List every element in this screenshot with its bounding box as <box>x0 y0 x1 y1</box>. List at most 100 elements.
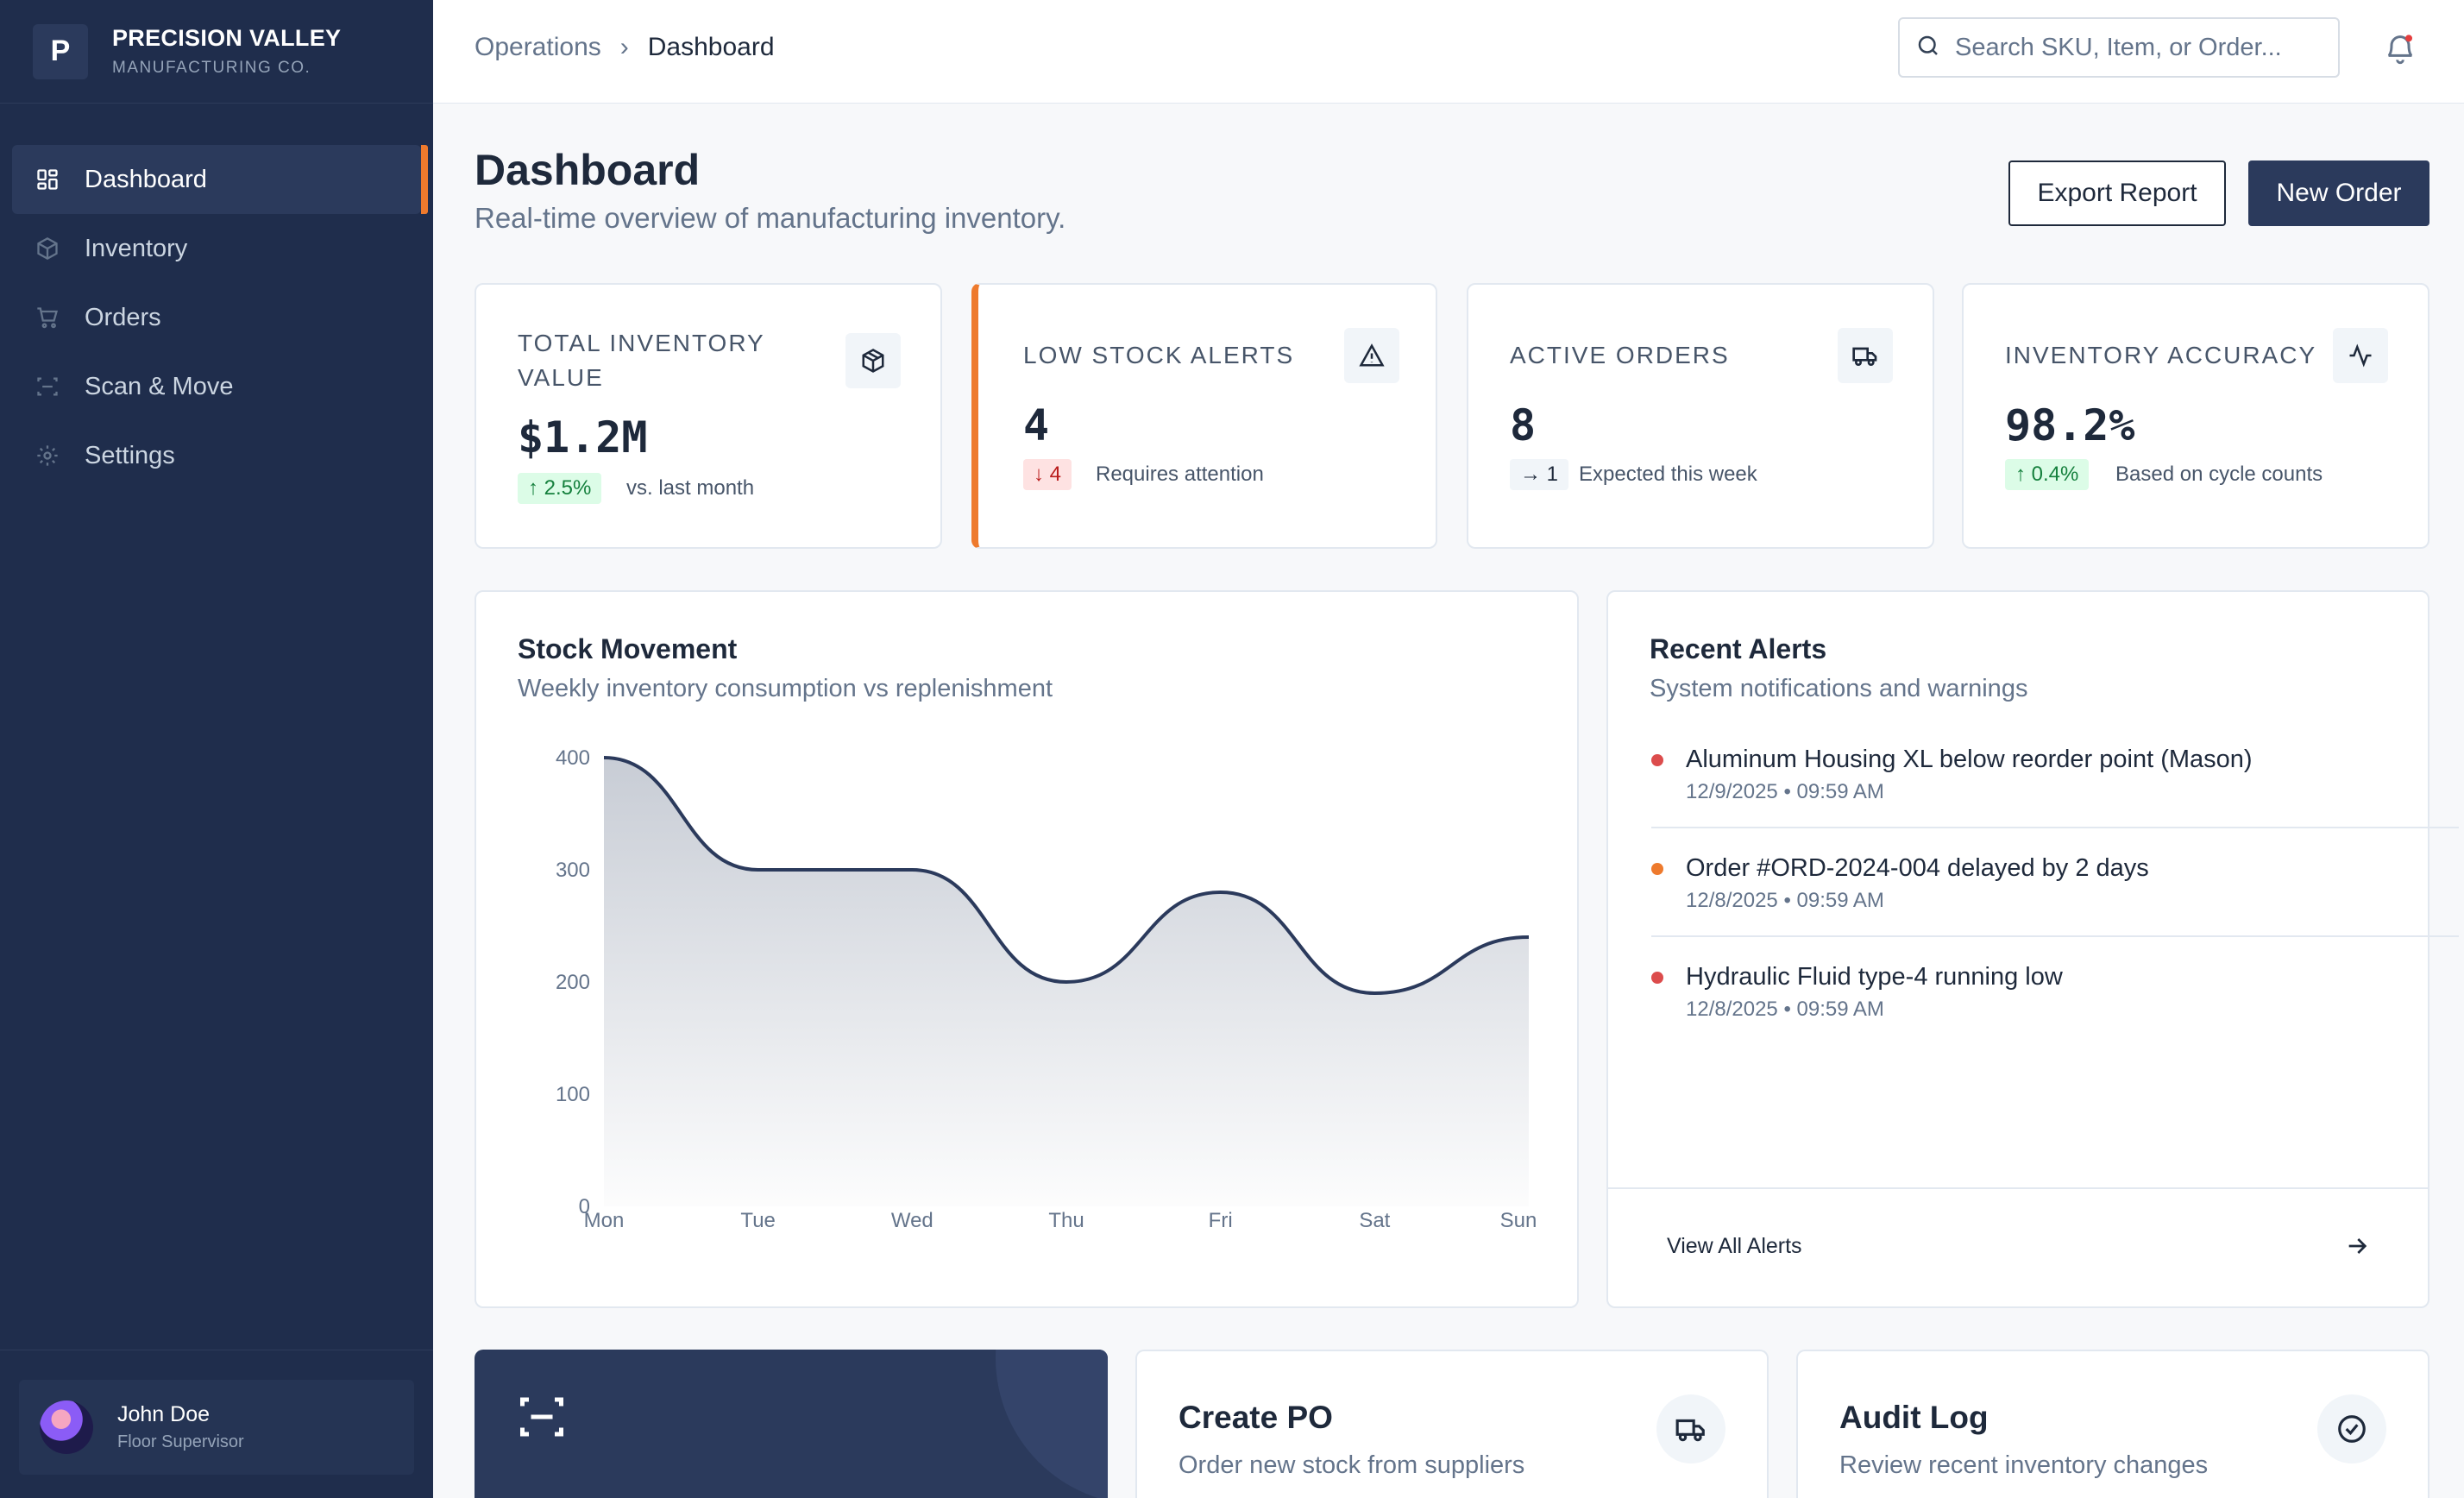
stock-movement-card: Stock Movement Weekly inventory consumpt… <box>475 590 1579 1308</box>
top-header: Operations › Dashboard <box>433 0 2464 104</box>
user-section: John Doe Floor Supervisor <box>0 1350 433 1498</box>
y-tick-label: 0 <box>579 1195 590 1218</box>
truck-icon <box>1656 1394 1725 1463</box>
alerts-subtitle: System notifications and warnings <box>1650 675 2028 702</box>
search-input[interactable] <box>1955 33 2317 62</box>
sidebar-item-label: Orders <box>85 303 161 331</box>
sidebar-item-label: Scan & Move <box>85 372 234 400</box>
stat-label: TOTAL INVENTORY VALUE <box>518 330 765 391</box>
scan-quick-action[interactable] <box>475 1350 1108 1498</box>
x-tick-label: Fri <box>1209 1209 1233 1232</box>
gear-icon <box>35 443 60 469</box>
alerts-title: Recent Alerts <box>1650 633 1827 664</box>
stat-value: 4 <box>1023 400 1050 450</box>
divider <box>1651 935 2459 937</box>
cart-icon <box>35 305 60 330</box>
page-subtitle: Real-time overview of manufacturing inve… <box>475 202 1066 234</box>
alert-time: 12/8/2025 • 09:59 AM <box>1686 998 1884 1021</box>
divider <box>1608 1187 2428 1189</box>
stat-value: $1.2M <box>518 412 648 463</box>
alert-title: Aluminum Housing XL below reorder point … <box>1686 746 2253 773</box>
y-tick-label: 300 <box>556 859 590 882</box>
recent-alerts-card: Recent Alerts System notifications and w… <box>1606 590 2459 1308</box>
create-po-title: Create PO <box>1179 1400 1333 1435</box>
brand-subtitle: MANUFACTURING CO. <box>112 59 311 77</box>
alert-title: Hydraulic Fluid type-4 running low <box>1686 963 2063 991</box>
stat-note: Expected this week <box>1579 463 1757 486</box>
brand: P PRECISION VALLEY MANUFACTURING CO. <box>0 0 433 104</box>
stat-value: 98.2% <box>2005 400 2135 450</box>
sidebar-item-inventory[interactable]: Inventory <box>12 214 421 283</box>
breadcrumb-current: Dashboard <box>647 33 775 61</box>
avatar <box>40 1400 93 1454</box>
alert-time: 12/8/2025 • 09:59 AM <box>1686 889 1884 912</box>
sidebar: P PRECISION VALLEY MANUFACTURING CO. Das… <box>0 0 433 1498</box>
arrow-right-icon <box>2343 1232 2371 1264</box>
x-tick-label: Sun <box>1500 1209 1537 1232</box>
decorative-circle <box>996 1350 1108 1498</box>
alert-dot <box>1651 754 1663 766</box>
y-tick-label: 100 <box>556 1083 590 1106</box>
search-icon <box>1915 33 1941 63</box>
x-tick-label: Mon <box>584 1209 625 1232</box>
stat-card-low-stock[interactable]: LOW STOCK ALERTS 4 ↓ 4 Requires attentio… <box>971 283 1437 549</box>
alert-dot <box>1651 972 1663 984</box>
new-order-button[interactable]: New Order <box>2248 160 2429 226</box>
view-all-label: View All Alerts <box>1667 1234 1802 1258</box>
stat-value: 8 <box>1510 400 1537 450</box>
box-icon <box>35 236 60 261</box>
truck-icon <box>1838 328 1893 383</box>
bell-icon[interactable] <box>2383 31 2417 66</box>
sidebar-item-label: Inventory <box>85 234 188 262</box>
view-all-alerts-link[interactable]: View All Alerts <box>1608 1189 2428 1306</box>
sidebar-nav: Dashboard Inventory Orders Scan & Move S… <box>0 104 433 490</box>
brand-name: PRECISION VALLEY <box>112 25 342 51</box>
stat-label: LOW STOCK ALERTS <box>1023 342 1295 368</box>
stat-label: INVENTORY ACCURACY <box>2005 342 2317 368</box>
sidebar-item-label: Dashboard <box>85 165 207 193</box>
stat-delta: ↑ 0.4% <box>2005 459 2090 490</box>
warning-icon <box>1344 328 1399 383</box>
y-tick-label: 400 <box>556 746 590 770</box>
sidebar-item-dashboard[interactable]: Dashboard <box>12 145 428 214</box>
export-report-button[interactable]: Export Report <box>2008 160 2226 226</box>
scan-icon <box>35 374 60 400</box>
audit-log-title: Audit Log <box>1839 1400 1989 1435</box>
alert-title: Order #ORD-2024-004 delayed by 2 days <box>1686 854 2149 882</box>
stat-card-inventory-accuracy[interactable]: INVENTORY ACCURACY 98.2% ↑ 0.4% Based on… <box>1962 283 2429 549</box>
create-po-card[interactable]: Create PO Order new stock from suppliers <box>1135 1350 1769 1498</box>
user-card[interactable]: John Doe Floor Supervisor <box>19 1380 414 1475</box>
sidebar-item-orders[interactable]: Orders <box>12 283 421 352</box>
divider <box>1651 827 2459 828</box>
stat-card-total-inventory[interactable]: TOTAL INVENTORY VALUE $1.2M ↑ 2.5% vs. l… <box>475 283 942 549</box>
x-tick-label: Thu <box>1048 1209 1084 1232</box>
user-name: John Doe <box>117 1402 211 1426</box>
stat-label: ACTIVE ORDERS <box>1510 342 1730 368</box>
stat-card-active-orders[interactable]: ACTIVE ORDERS 8 → 1 Expected this week <box>1467 283 1934 549</box>
x-tick-label: Tue <box>740 1209 775 1232</box>
stat-note: vs. last month <box>626 476 755 500</box>
chevron-right-icon: › <box>619 33 629 61</box>
sidebar-item-label: Settings <box>85 441 175 469</box>
stock-movement-chart: 0 100 200 300 400 Mon Tue Wed Thu Fri Sat Sun <box>556 746 1537 1232</box>
stat-delta: ↓ 4 <box>1023 459 1072 490</box>
package-icon <box>845 333 901 388</box>
y-tick-label: 200 <box>556 971 590 994</box>
audit-log-subtitle: Review recent inventory changes <box>1839 1451 2209 1479</box>
audit-log-card[interactable]: Audit Log Review recent inventory change… <box>1796 1350 2429 1498</box>
stat-note: Based on cycle counts <box>2115 463 2323 486</box>
brand-logo: P <box>33 23 88 79</box>
chart-title: Stock Movement <box>518 633 738 664</box>
alert-dot <box>1651 863 1663 875</box>
create-po-subtitle: Order new stock from suppliers <box>1179 1451 1525 1479</box>
sidebar-item-scan-move[interactable]: Scan & Move <box>12 352 421 421</box>
sidebar-item-settings[interactable]: Settings <box>12 421 421 490</box>
x-tick-label: Wed <box>891 1209 933 1232</box>
check-circle-icon <box>2317 1394 2386 1463</box>
breadcrumb-operations[interactable]: Operations <box>475 33 601 61</box>
user-role: Floor Supervisor <box>117 1432 244 1451</box>
x-tick-label: Sat <box>1359 1209 1390 1232</box>
alert-time: 12/9/2025 • 09:59 AM <box>1686 780 1884 803</box>
scan-icon <box>516 1391 568 1447</box>
stat-note: Requires attention <box>1096 463 1264 486</box>
